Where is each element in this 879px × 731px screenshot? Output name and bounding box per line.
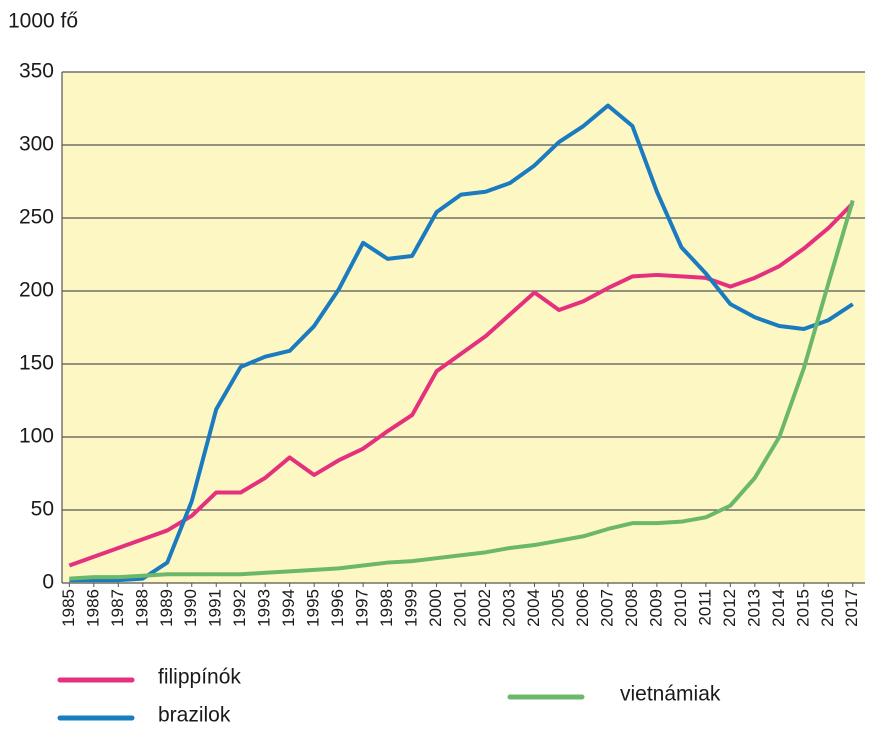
x-tick-label: 2006 (573, 589, 592, 627)
x-tick-label: 2002 (475, 589, 494, 627)
x-tick-label: 1999 (402, 589, 421, 627)
x-tick-label: 1991 (206, 589, 225, 627)
x-tick-label: 2010 (671, 589, 690, 627)
x-tick-label: 1988 (132, 589, 151, 627)
x-tick-label: 1992 (230, 589, 249, 627)
x-tick-label: 1994 (279, 589, 298, 627)
x-tick-label: 2007 (597, 589, 616, 627)
x-tick-label: 2003 (499, 589, 518, 627)
y-axis-label: 1000 fő (8, 10, 78, 33)
line-series (68, 201, 855, 568)
y-tick-label: 100 (19, 425, 54, 448)
x-tick-label: 1987 (108, 589, 127, 627)
y-tick-label: 200 (19, 279, 54, 302)
legend-label: brazilok (158, 704, 231, 727)
y-tick-label: 300 (19, 133, 54, 156)
y-tick-label: 250 (19, 206, 54, 229)
x-tick-label: 1996 (328, 589, 347, 627)
x-tick-label: 2001 (451, 589, 470, 627)
y-tick-label: 150 (19, 352, 54, 375)
x-tick-label: 1989 (157, 589, 176, 627)
x-tick-label: 1993 (255, 589, 274, 627)
x-tick-label: 2009 (646, 589, 665, 627)
x-tick-label: 1997 (353, 589, 372, 627)
x-tick-label: 1990 (181, 589, 200, 627)
x-tick-label: 2014 (769, 589, 788, 627)
x-tick-label: 2015 (793, 589, 812, 627)
y-tick-label: 50 (31, 498, 54, 521)
x-tick-label: 2000 (426, 589, 445, 627)
y-tick-label: 0 (42, 571, 54, 594)
x-tick-label: 1986 (83, 589, 102, 627)
x-tick-label: 2004 (524, 589, 543, 627)
line-series (69, 103, 854, 583)
x-tick-label: 2011 (695, 589, 714, 626)
legend-label: vietnámiak (620, 683, 721, 706)
x-tick-label: 1995 (304, 589, 323, 627)
plot-area (62, 72, 865, 583)
y-tick-label: 350 (19, 60, 54, 83)
x-tick-label: 2005 (548, 589, 567, 627)
x-tick-label: 1998 (377, 589, 396, 627)
x-tick-label: 2012 (720, 589, 739, 627)
x-tick-label: 2013 (744, 589, 763, 627)
legend-label: filippínók (158, 666, 241, 689)
x-tick-label: 2016 (818, 589, 837, 627)
line-series (69, 199, 855, 581)
x-tick-label: 2008 (622, 589, 641, 627)
x-tick-label: 2017 (842, 589, 861, 627)
x-tick-label: 1985 (59, 589, 78, 627)
